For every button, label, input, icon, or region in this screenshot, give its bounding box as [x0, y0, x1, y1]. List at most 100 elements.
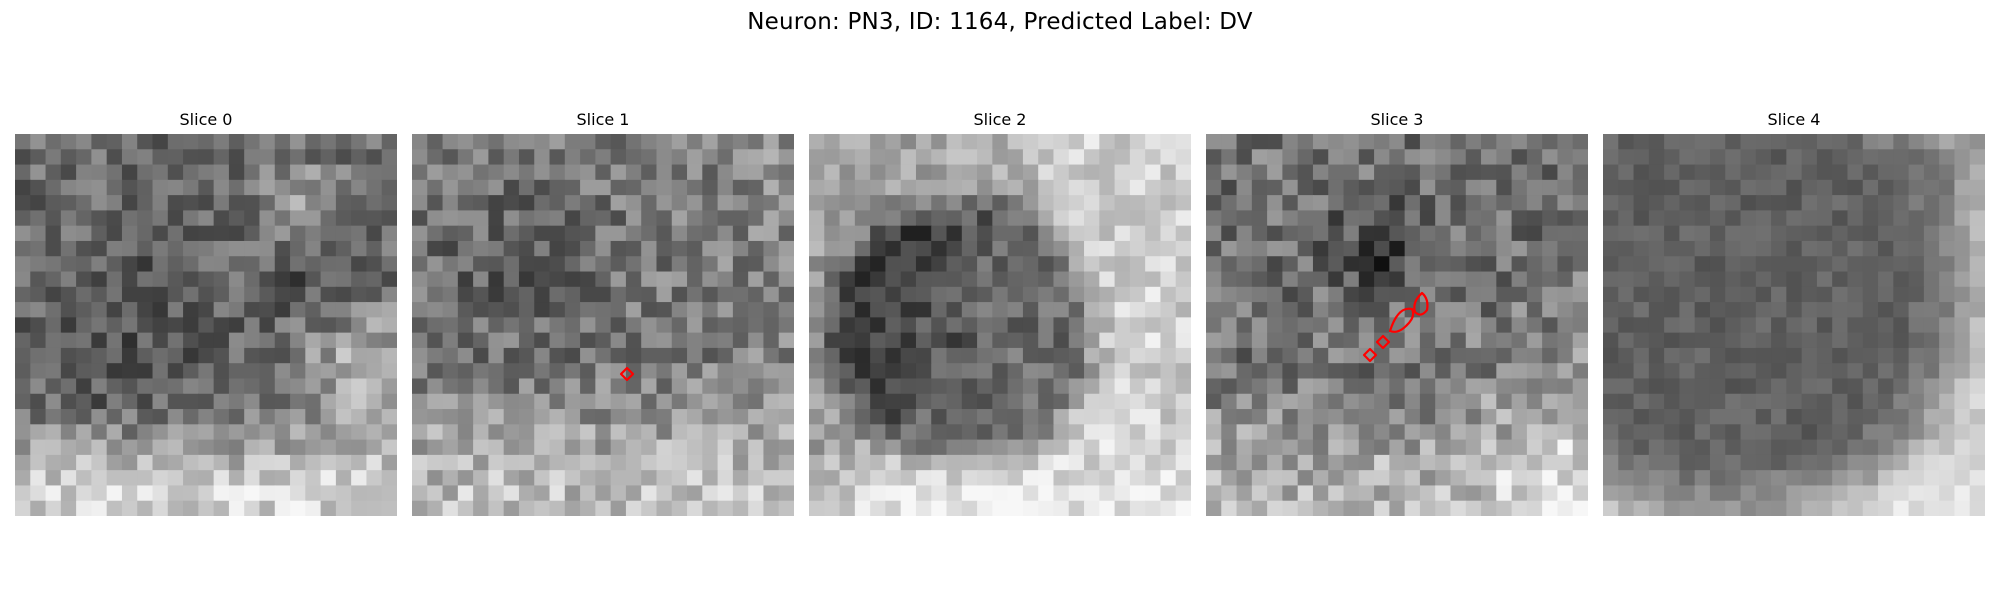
- image-pixel: [1236, 378, 1253, 395]
- image-pixel: [1557, 363, 1574, 380]
- image-pixel: [259, 179, 276, 196]
- image-pixel: [259, 271, 276, 288]
- image-pixel: [625, 149, 642, 166]
- image-pixel: [1068, 454, 1085, 471]
- image-pixel: [702, 210, 719, 227]
- image-pixel: [1282, 424, 1299, 441]
- image-pixel: [1068, 424, 1085, 441]
- image-pixel: [1267, 240, 1283, 257]
- image-pixel: [152, 179, 169, 196]
- image-pixel: [305, 347, 322, 364]
- image-pixel: [1725, 225, 1742, 242]
- image-pixel: [656, 454, 673, 471]
- image-pixel: [1053, 332, 1070, 349]
- image-pixel: [503, 302, 520, 318]
- image-pixel: [885, 240, 902, 257]
- image-pixel: [1496, 454, 1513, 471]
- image-pixel: [1267, 347, 1283, 364]
- image-pixel: [885, 439, 902, 456]
- image-pixel: [259, 256, 276, 273]
- image-pixel: [290, 225, 306, 242]
- image-pixel: [885, 164, 902, 181]
- image-pixel: [763, 179, 780, 196]
- image-pixel: [1084, 317, 1100, 334]
- image-pixel: [381, 195, 397, 211]
- image-pixel: [1740, 286, 1757, 303]
- image-pixel: [1389, 378, 1406, 395]
- image-pixel: [1282, 332, 1299, 349]
- image-pixel: [717, 210, 734, 227]
- image-pixel: [1572, 347, 1588, 364]
- image-pixel: [748, 439, 765, 456]
- image-pixel: [1755, 439, 1772, 456]
- image-pixel: [1450, 225, 1467, 242]
- image-pixel: [992, 378, 1009, 395]
- image-pixel: [121, 195, 138, 211]
- image-pixel: [610, 240, 627, 257]
- image-pixel: [1465, 317, 1482, 334]
- image-pixel: [915, 240, 932, 257]
- image-pixel: [870, 240, 886, 257]
- image-pixel: [1312, 256, 1329, 273]
- image-pixel: [702, 347, 719, 364]
- image-pixel: [763, 256, 780, 273]
- image-pixel: [1114, 256, 1131, 273]
- image-pixel: [1771, 240, 1787, 257]
- image-pixel: [1603, 195, 1619, 211]
- image-pixel: [1038, 363, 1055, 380]
- image-pixel: [717, 439, 734, 456]
- image-pixel: [351, 317, 368, 334]
- image-pixel: [1129, 317, 1146, 334]
- image-pixel: [45, 271, 62, 288]
- image-pixel: [244, 485, 261, 502]
- image-pixel: [1251, 210, 1268, 227]
- image-pixel: [91, 164, 108, 181]
- image-pixel: [76, 317, 92, 334]
- image-pixel: [152, 149, 169, 166]
- image-pixel: [549, 378, 566, 395]
- image-pixel: [137, 195, 154, 211]
- image-pixel: [595, 195, 612, 211]
- image-pixel: [60, 454, 77, 471]
- image-pixel: [1481, 210, 1497, 227]
- image-pixel: [45, 302, 62, 318]
- image-pixel: [580, 454, 596, 471]
- image-pixel: [1099, 378, 1116, 395]
- image-pixel: [1832, 164, 1849, 181]
- image-pixel: [1450, 439, 1467, 456]
- image-pixel: [1282, 347, 1299, 364]
- image-pixel: [1129, 302, 1146, 318]
- image-pixel: [1878, 378, 1894, 395]
- image-pixel: [595, 347, 612, 364]
- image-pixel: [687, 393, 703, 410]
- image-pixel: [1526, 149, 1543, 166]
- image-pixel: [900, 347, 917, 364]
- image-pixel: [1633, 439, 1650, 456]
- image-pixel: [1786, 332, 1803, 349]
- image-pixel: [1786, 302, 1803, 318]
- image-pixel: [76, 439, 92, 456]
- image-pixel: [1282, 134, 1299, 150]
- image-pixel: [1114, 347, 1131, 364]
- image-pixel: [1374, 225, 1390, 242]
- image-pixel: [503, 134, 520, 150]
- image-pixel: [839, 424, 856, 441]
- image-pixel: [1679, 256, 1696, 273]
- image-pixel: [213, 134, 230, 150]
- image-pixel: [564, 454, 581, 471]
- image-pixel: [1893, 164, 1910, 181]
- image-pixel: [427, 134, 444, 150]
- image-pixel: [1114, 195, 1131, 211]
- image-pixel: [1603, 225, 1619, 242]
- image-pixel: [870, 454, 886, 471]
- image-pixel: [1771, 134, 1787, 150]
- image-pixel: [717, 424, 734, 441]
- image-pixel: [473, 454, 489, 471]
- image-pixel: [335, 332, 352, 349]
- image-pixel: [1358, 363, 1375, 380]
- image-pixel: [1740, 240, 1757, 257]
- figure-title: Neuron: PN3, ID: 1164, Predicted Label: …: [747, 9, 1253, 35]
- image-pixel: [442, 409, 459, 425]
- image-pixel: [183, 210, 199, 227]
- image-pixel: [1923, 225, 1940, 242]
